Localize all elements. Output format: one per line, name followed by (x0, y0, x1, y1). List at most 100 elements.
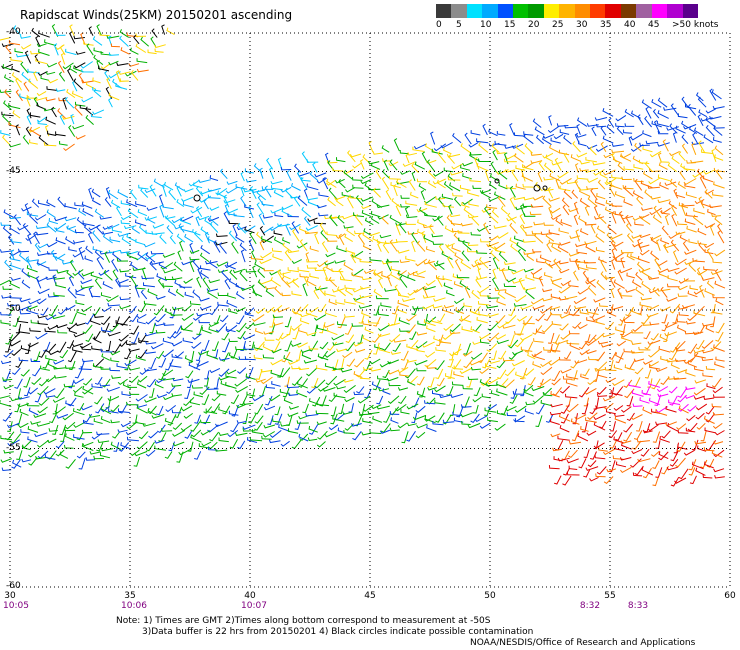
wind-barb (172, 441, 185, 447)
wind-barb (615, 114, 627, 122)
wind-barb (425, 246, 436, 253)
wind-barb (476, 249, 488, 254)
wind-barb (397, 270, 409, 279)
wind-barb (604, 206, 617, 216)
wind-barb (191, 385, 203, 389)
wind-barb (698, 196, 705, 209)
wind-barb (131, 225, 140, 234)
wind-barb (93, 418, 103, 424)
wind-barb (540, 366, 553, 376)
wind-barb (189, 242, 195, 254)
wind-barb (683, 165, 696, 171)
wind-barb (92, 358, 105, 368)
wind-barb (397, 366, 409, 374)
wind-barb (265, 395, 273, 406)
wind-barb (678, 403, 689, 412)
wind-barb (99, 452, 111, 459)
wind-barb (352, 431, 362, 441)
wind-barb (162, 337, 174, 345)
wind-barb (603, 153, 614, 159)
wind-barb (559, 241, 571, 246)
wind-barb (470, 130, 481, 136)
wind-barb (648, 361, 659, 367)
wind-barb (299, 317, 310, 325)
wind-barb (184, 291, 195, 298)
wind-barb (34, 394, 42, 403)
wind-barb (104, 196, 112, 208)
wind-barb (699, 284, 705, 298)
wind-barb (545, 154, 554, 162)
wind-barb (126, 199, 138, 208)
wind-barb (30, 319, 41, 324)
wind-barb (149, 260, 157, 271)
wind-barb (127, 384, 137, 388)
wind-barb (85, 457, 96, 461)
wind-barb (154, 322, 166, 327)
wind-barb (664, 331, 677, 337)
wind-barb (37, 439, 50, 448)
wind-barb (263, 405, 276, 411)
wind-barb (135, 238, 146, 246)
wind-barb (236, 403, 246, 409)
wind-barb (490, 250, 500, 262)
wind-barb (698, 140, 706, 153)
wind-barb (702, 474, 713, 479)
wind-barb (53, 292, 65, 297)
wind-barb (11, 459, 21, 469)
wind-barb (416, 367, 427, 372)
wind-barb (576, 175, 589, 180)
wind-barb (108, 71, 121, 79)
wind-barb (677, 293, 688, 297)
wind-barb (24, 203, 30, 215)
wind-barb (51, 249, 58, 261)
wind-barb (558, 227, 570, 234)
wind-barb (9, 280, 21, 289)
wind-barb (291, 221, 300, 234)
wind-barb (594, 199, 605, 206)
wind-barb (405, 200, 418, 206)
wind-barb (397, 422, 408, 429)
wind-barb (180, 226, 193, 233)
wind-barb (92, 36, 103, 46)
wind-barb (72, 346, 83, 353)
wind-barb (118, 71, 131, 75)
wind-barb (493, 242, 506, 250)
wind-barb (0, 400, 12, 407)
wind-barb (469, 177, 481, 183)
wind-barb (446, 214, 455, 227)
wind-barb (48, 78, 58, 84)
wind-barb (362, 335, 372, 343)
wind-barb (8, 102, 21, 110)
wind-barb (432, 305, 443, 309)
wind-barb (316, 325, 330, 332)
wind-barb (165, 405, 177, 413)
wind-barb (115, 70, 121, 83)
wind-barb (693, 127, 704, 137)
wind-barb (504, 169, 515, 173)
wind-barb (481, 207, 492, 213)
wind-barb (28, 298, 41, 305)
wind-barb (423, 319, 436, 327)
wind-barb (117, 232, 130, 237)
wind-barb (416, 376, 425, 386)
wind-barb (269, 315, 276, 328)
wind-barb (44, 39, 57, 47)
wind-speed-colorbar (436, 4, 698, 20)
wind-barb (656, 120, 669, 128)
wind-barb (225, 326, 236, 333)
wind-barb (319, 341, 329, 350)
wind-barb (550, 207, 561, 214)
wind-barb (695, 403, 708, 411)
wind-barb (81, 305, 93, 313)
wind-barb (230, 422, 239, 433)
wind-barb (364, 182, 373, 191)
wind-barb (441, 193, 454, 200)
wind-barb (649, 321, 660, 326)
wind-barb (676, 441, 686, 452)
wind-barb (623, 348, 635, 353)
wind-barb (357, 334, 363, 344)
wind-barb (514, 339, 524, 348)
wind-barb (378, 324, 391, 332)
wind-barb (204, 217, 213, 226)
wind-barb (81, 443, 94, 451)
